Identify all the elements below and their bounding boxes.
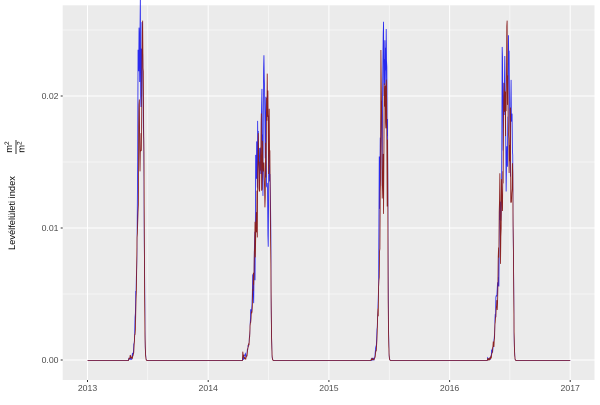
- svg-text:2013: 2013: [78, 383, 97, 393]
- svg-text:2017: 2017: [561, 383, 580, 393]
- svg-text:0.00: 0.00: [42, 355, 59, 365]
- svg-text:0.01: 0.01: [42, 223, 59, 233]
- svg-text:2014: 2014: [199, 383, 218, 393]
- svg-text:2015: 2015: [319, 383, 338, 393]
- svg-text:0.02: 0.02: [42, 91, 59, 101]
- svg-text:m2: m2: [4, 141, 15, 153]
- svg-text:Levélfelületi index: Levélfelületi index: [7, 176, 17, 250]
- svg-text:2016: 2016: [440, 383, 459, 393]
- svg-text:m2: m2: [16, 141, 27, 153]
